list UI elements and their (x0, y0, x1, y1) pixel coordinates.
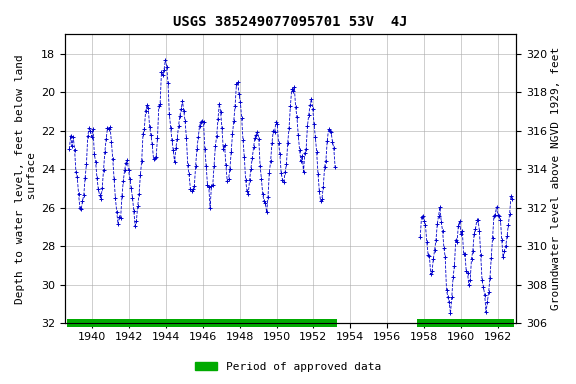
Y-axis label: Groundwater level above NGVD 1929, feet: Groundwater level above NGVD 1929, feet (551, 47, 561, 310)
Y-axis label: Depth to water level, feet below land
 surface: Depth to water level, feet below land su… (15, 54, 37, 304)
Title: USGS 385249077095701 53V  4J: USGS 385249077095701 53V 4J (173, 15, 408, 29)
Legend: Period of approved data: Period of approved data (191, 358, 385, 377)
